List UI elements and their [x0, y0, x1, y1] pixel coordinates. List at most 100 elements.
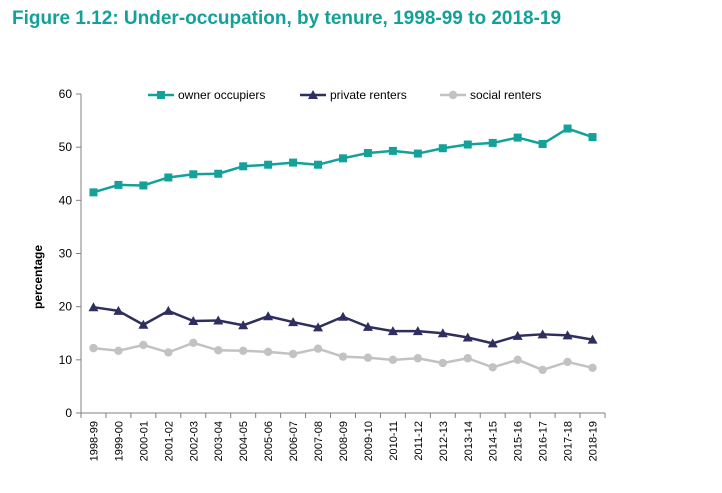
x-tick-label: 2007-08	[313, 421, 325, 461]
data-point	[488, 138, 497, 147]
series-private-renters	[88, 302, 598, 348]
data-point	[238, 346, 248, 355]
data-point	[264, 160, 273, 169]
x-tick-label: 2010-11	[388, 421, 400, 461]
x-tick-label: 2014-15	[488, 421, 500, 461]
data-point	[289, 158, 298, 167]
data-point	[463, 140, 472, 149]
data-point	[113, 305, 124, 315]
data-point	[488, 363, 497, 372]
data-point	[388, 146, 397, 155]
data-point	[387, 326, 398, 336]
y-tick-label: 60	[59, 87, 73, 101]
data-point	[288, 317, 299, 327]
series-owner-occupiers	[89, 124, 597, 197]
data-point	[138, 319, 149, 329]
data-point	[412, 326, 423, 336]
x-tick-label: 2005-06	[263, 421, 275, 461]
data-point	[438, 358, 448, 368]
data-point	[214, 169, 223, 178]
data-point	[588, 133, 597, 142]
x-tick-label: 2001-02	[163, 421, 175, 461]
data-point	[314, 160, 323, 169]
legend-item: owner occupiers	[148, 88, 265, 102]
y-tick-label: 50	[59, 140, 73, 154]
data-point	[88, 302, 99, 312]
data-point	[263, 311, 274, 321]
data-point	[157, 91, 165, 99]
x-tick-label: 1999-00	[113, 421, 125, 461]
data-point	[563, 357, 572, 367]
data-point	[538, 365, 547, 375]
x-tick-label: 2006-07	[288, 421, 300, 461]
data-point	[288, 349, 298, 359]
x-tick-label: 2004-05	[238, 421, 250, 461]
x-tick-label: 2011-12	[413, 421, 425, 461]
chart-axes	[80, 94, 605, 414]
data-point	[239, 162, 248, 171]
data-point	[388, 355, 398, 365]
x-tick-label: 2018-19	[588, 421, 600, 461]
data-point	[114, 180, 123, 189]
x-tick-label: 2015-16	[513, 421, 525, 461]
figure-title: Figure 1.12: Under-occupation, by tenure…	[12, 8, 562, 29]
data-point	[537, 329, 548, 339]
x-tick-label: 2009-10	[363, 421, 375, 461]
data-point	[114, 346, 123, 355]
x-tick-label: 2008-09	[338, 421, 350, 461]
data-point	[413, 354, 423, 363]
data-point	[263, 347, 273, 357]
data-point	[462, 332, 473, 342]
data-point	[487, 338, 498, 348]
x-tick-label: 2017-18	[563, 421, 575, 461]
x-tick-label: 2003-04	[213, 421, 225, 461]
legend-item: private renters	[300, 88, 407, 102]
chart-ticks: 0 10 20 30 40 50 60 1998-99 1999-00 2000-01 2001-0…	[59, 87, 606, 461]
data-point	[338, 311, 348, 321]
data-point	[587, 334, 598, 344]
data-point	[363, 149, 372, 158]
x-tick-label: 2012-13	[438, 421, 450, 461]
y-axis-label: percentage	[31, 245, 45, 309]
x-tick-label: 1998-99	[88, 421, 100, 461]
data-point	[438, 144, 447, 153]
y-tick-label: 20	[59, 300, 73, 314]
data-point	[437, 328, 448, 338]
data-point	[214, 346, 223, 355]
data-point	[139, 340, 148, 350]
x-tick-label: 2013-14	[463, 421, 475, 461]
legend-item: social renters	[440, 88, 541, 102]
x-tick-label: 2002-03	[188, 421, 200, 461]
data-point	[89, 188, 98, 197]
data-point	[313, 322, 324, 332]
data-point	[513, 133, 522, 142]
data-point	[213, 315, 224, 325]
series-social-renters	[89, 338, 597, 375]
data-point	[563, 124, 572, 133]
y-tick-label: 40	[59, 193, 73, 207]
data-point	[339, 154, 347, 163]
data-point	[164, 348, 173, 357]
data-point	[89, 343, 98, 353]
chart-legend: owner occupiers private renters social ren…	[148, 88, 541, 102]
data-point	[413, 149, 422, 158]
data-point	[189, 170, 198, 179]
x-tick-label: 2000-01	[138, 421, 150, 461]
legend-label: social renters	[470, 88, 541, 102]
data-point	[538, 139, 547, 148]
data-point	[189, 338, 198, 348]
x-tick-label: 2016-17	[538, 421, 550, 461]
data-point	[313, 344, 323, 353]
data-point	[513, 355, 522, 365]
data-point	[448, 90, 458, 100]
data-point	[362, 321, 373, 331]
legend-label: private renters	[330, 88, 407, 102]
series-layer	[88, 124, 598, 375]
data-point	[588, 363, 597, 373]
data-point	[363, 353, 373, 362]
data-point	[139, 181, 148, 190]
y-tick-label: 0	[65, 406, 72, 420]
data-point	[164, 173, 173, 182]
y-tick-label: 30	[59, 247, 73, 261]
y-tick-label: 10	[59, 353, 73, 367]
